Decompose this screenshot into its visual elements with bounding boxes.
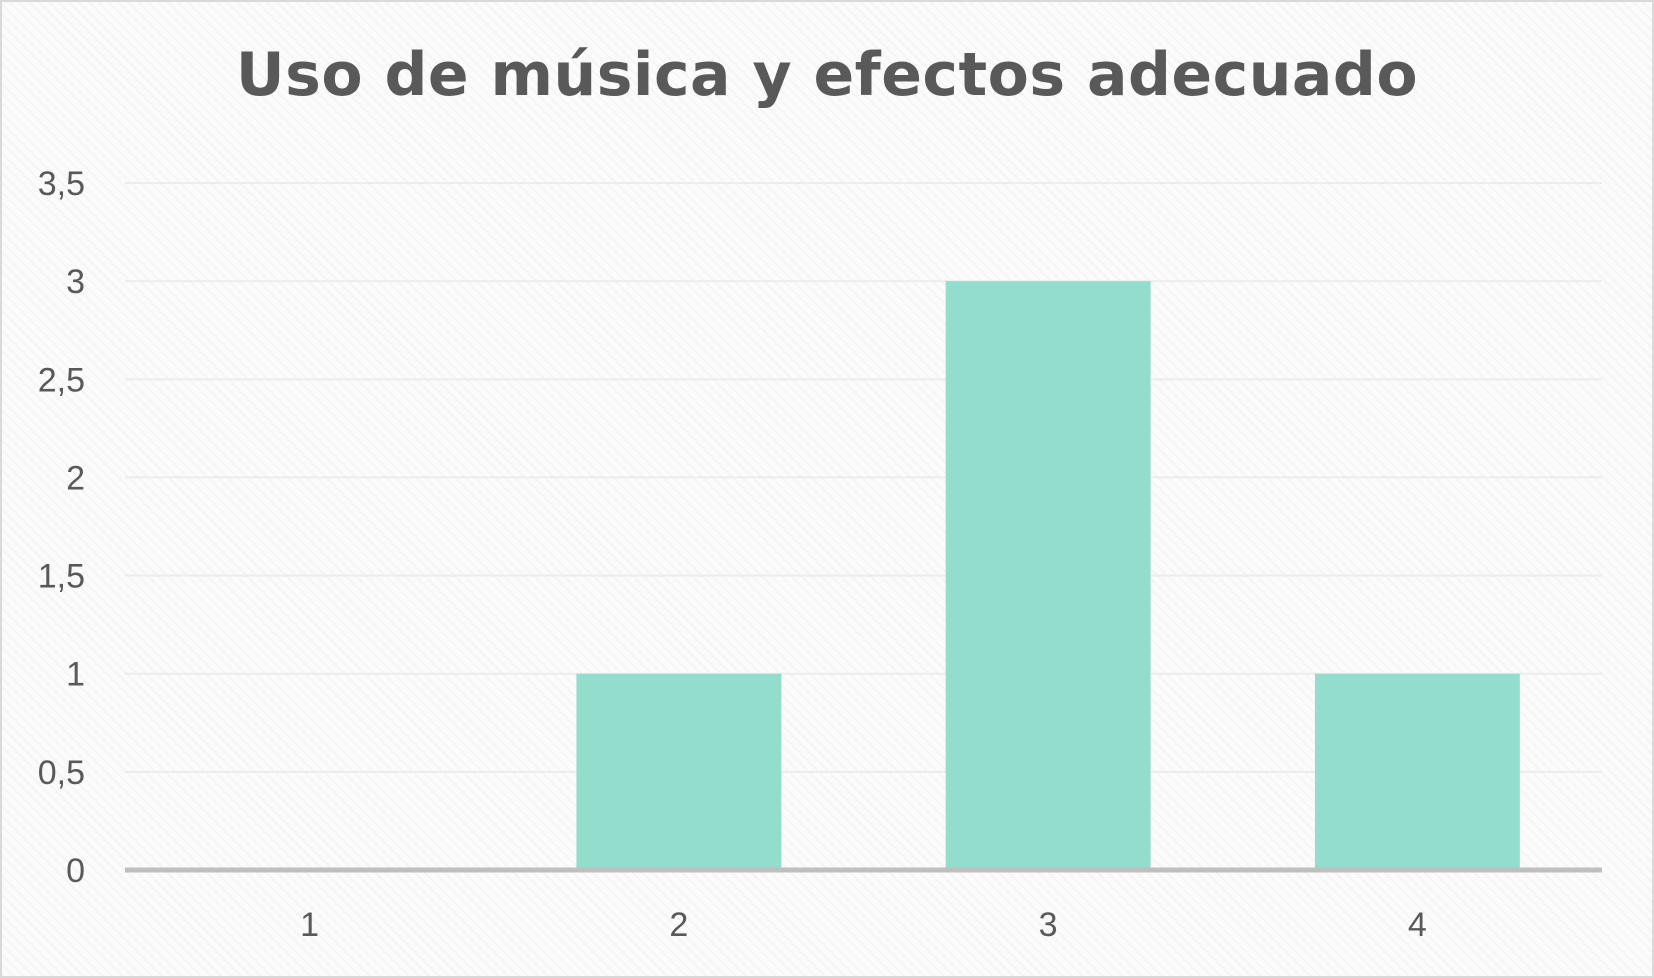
bar-2 bbox=[576, 673, 782, 870]
chart-title: Uso de música y efectos adecuado bbox=[235, 40, 1419, 110]
y-tick-label: 0,5 bbox=[38, 754, 85, 792]
y-tick-label: 2 bbox=[66, 459, 85, 497]
y-tick-label: 3 bbox=[66, 263, 85, 301]
y-tick-label: 1,5 bbox=[38, 558, 85, 596]
x-tick-label: 2 bbox=[669, 906, 688, 944]
x-tick-label: 4 bbox=[1408, 906, 1427, 944]
bar-4 bbox=[1314, 673, 1520, 870]
gridlines bbox=[125, 182, 1602, 773]
y-tick-label: 0 bbox=[66, 852, 85, 890]
x-tick-label: 1 bbox=[300, 906, 319, 944]
y-tick-label: 3,5 bbox=[38, 165, 85, 203]
y-axis-ticks: 0 0,5 1 1,5 2 2,5 3 3,5 bbox=[38, 165, 85, 890]
bars bbox=[576, 281, 1520, 871]
bar-3 bbox=[945, 281, 1151, 871]
x-tick-label: 3 bbox=[1039, 906, 1058, 944]
y-tick-label: 1 bbox=[66, 656, 85, 694]
x-axis-ticks: 1 2 3 4 bbox=[300, 906, 1427, 944]
y-tick-label: 2,5 bbox=[38, 361, 85, 399]
